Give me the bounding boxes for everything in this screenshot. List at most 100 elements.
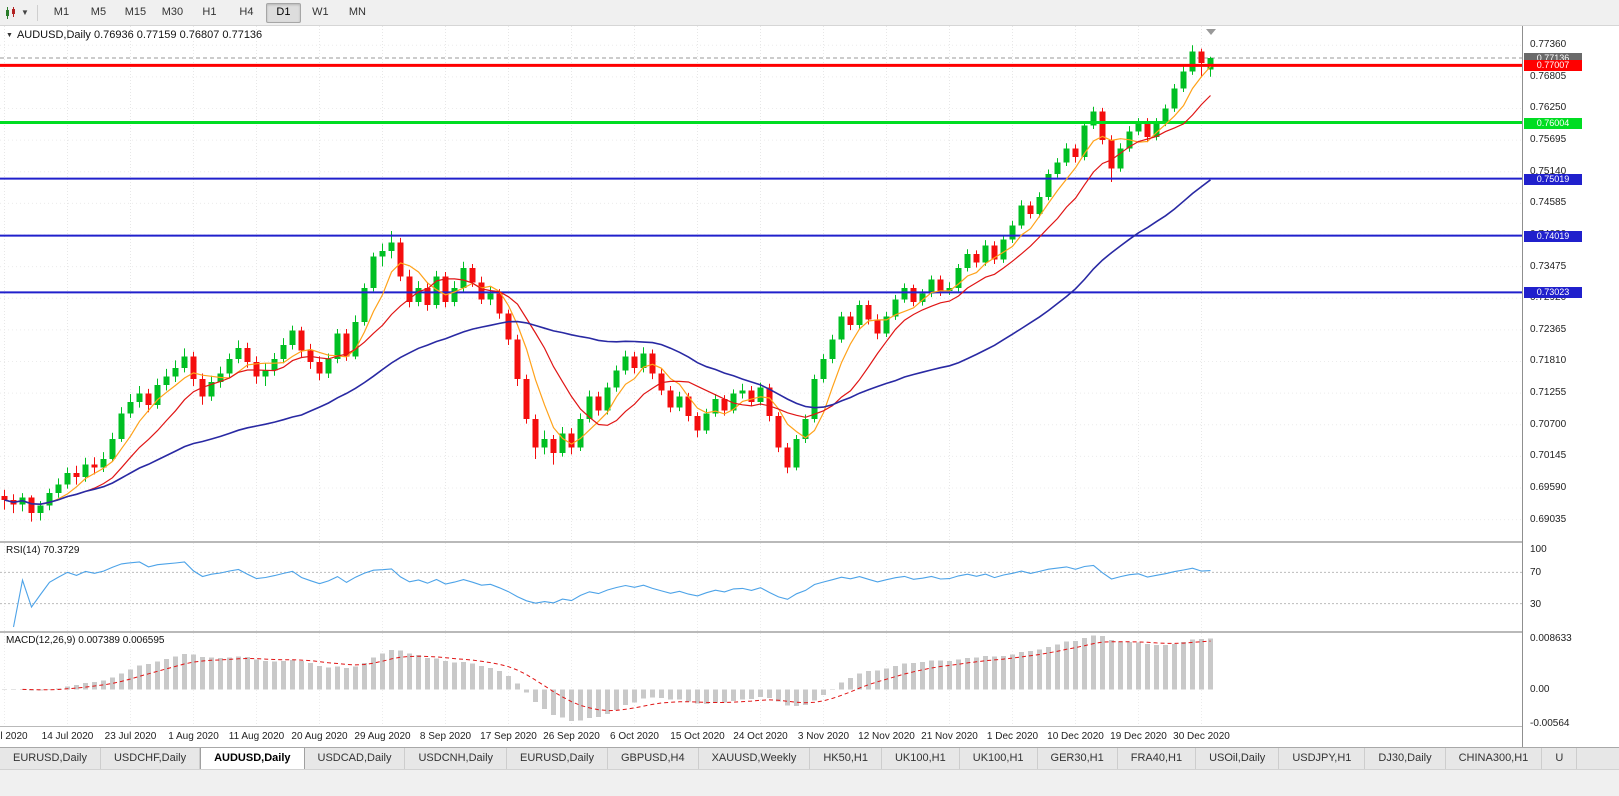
rsi-axis-tick: 70 — [1530, 567, 1542, 579]
price-axis-tick: 0.75695 — [1530, 134, 1567, 146]
macd-histogram-bar — [74, 685, 79, 690]
tab-uk100-h1[interactable]: UK100,H1 — [882, 748, 960, 770]
macd-histogram-bar — [362, 662, 367, 690]
candle-body — [640, 353, 647, 368]
rsi-panel-splitter[interactable] — [0, 541, 1619, 543]
tf-button-m15[interactable]: M15 — [124, 5, 147, 18]
candle-body — [847, 316, 854, 326]
macd-histogram-bar — [830, 689, 835, 690]
macd-histogram-bar — [389, 649, 394, 690]
macd-histogram-bar — [893, 666, 898, 690]
date-axis-label: 15 Oct 2020 — [670, 731, 725, 742]
candle-body — [442, 276, 449, 303]
tab-dj30-daily[interactable]: DJ30,Daily — [1365, 748, 1446, 770]
tab-ger30-h1[interactable]: GER30,H1 — [1038, 748, 1118, 770]
tab-fra40-h1[interactable]: FRA40,H1 — [1118, 748, 1197, 770]
tf-button-m1[interactable]: M1 — [53, 5, 70, 18]
candle-body — [424, 287, 431, 306]
ma-line-5 — [4, 66, 1211, 505]
tab-china300-h1[interactable]: CHINA300,H1 — [1446, 748, 1543, 770]
price-axis-tick: 0.77360 — [1530, 39, 1567, 51]
date-axis-label: 17 Sep 2020 — [480, 731, 537, 742]
collapse-arrow-icon[interactable]: ▼ — [6, 32, 13, 39]
tab-gbpusd-h4[interactable]: GBPUSD,H4 — [608, 748, 699, 770]
tab-u[interactable]: U — [1542, 748, 1578, 770]
tab-usdjpy-h1[interactable]: USDJPY,H1 — [1279, 748, 1366, 770]
price-axis[interactable]: 0.77360 0.76805 0.76250 0.75695 0.75140 0.745… — [1522, 26, 1619, 747]
macd-histogram-bar — [848, 678, 853, 690]
macd-histogram-bar — [461, 662, 466, 690]
tab-usoil-daily[interactable]: USOil,Daily — [1196, 748, 1280, 770]
candlestick-icon — [6, 6, 15, 19]
candle-body — [316, 362, 323, 374]
date-axis-label: 30 Dec 2020 — [1173, 731, 1230, 742]
macd-histogram-bar — [1199, 638, 1204, 690]
candle-body — [955, 268, 962, 288]
macd-histogram-bar — [974, 657, 979, 690]
macd-histogram-bar — [1163, 644, 1168, 690]
candle-body — [946, 287, 953, 291]
tab-usdcnh-daily[interactable]: USDCNH,Daily — [405, 748, 508, 770]
tf-button-d1[interactable]: D1 — [265, 2, 301, 23]
candle-body — [496, 293, 503, 314]
candle-body — [1045, 174, 1052, 197]
candle-body — [253, 362, 260, 377]
macd-histogram-bar — [704, 689, 709, 704]
candle-body — [46, 493, 53, 506]
price-axis-tick: 0.71255 — [1530, 387, 1567, 399]
tf-button-w1[interactable]: W1 — [312, 5, 329, 18]
tab-usdcad-daily[interactable]: USDCAD,Daily — [305, 748, 406, 770]
tab-eurusd-daily[interactable]: EURUSD,Daily — [507, 748, 608, 770]
macd-histogram-bar — [110, 677, 115, 690]
candle-body — [874, 319, 881, 334]
chevron-down-icon[interactable]: ▼ — [21, 8, 29, 17]
chart-tab-bar: EURUSD,Daily USDCHF,Daily AUDUSD,Daily USDC… — [0, 747, 1619, 770]
date-axis-label: 3 Nov 2020 — [797, 731, 850, 742]
macd-histogram-bar — [353, 666, 358, 690]
tab-hk50-h1[interactable]: HK50,H1 — [810, 748, 882, 770]
macd-panel-splitter[interactable] — [0, 631, 1619, 633]
macd-histogram-bar — [677, 689, 682, 700]
price-chart-canvas[interactable] — [0, 26, 1522, 542]
macd-axis-tick: 0.00 — [1530, 684, 1550, 696]
candle-body — [55, 484, 62, 494]
tab-audusd-daily[interactable]: AUDUSD,Daily — [200, 748, 305, 770]
price-axis-tick: 0.72365 — [1530, 323, 1567, 335]
macd-histogram-bar — [713, 689, 718, 703]
tab-xauusd-weekly[interactable]: XAUUSD,Weekly — [699, 748, 811, 770]
tab-usdchf-daily[interactable]: USDCHF,Daily — [101, 748, 201, 770]
chart-shift-marker[interactable] — [1206, 29, 1216, 35]
tf-button-m5[interactable]: M5 — [90, 5, 107, 18]
chart-window[interactable]: ▼ AUDUSD,Daily 0.76936 0.77159 0.76807 0.… — [0, 26, 1619, 747]
chart-type-icon[interactable] — [4, 6, 18, 20]
rsi-canvas[interactable] — [0, 543, 1522, 631]
macd-histogram-bar — [614, 689, 619, 710]
candle-body — [919, 293, 926, 303]
macd-histogram-bar — [488, 667, 493, 690]
tf-button-h4[interactable]: H4 — [239, 5, 254, 18]
candle-body — [154, 384, 161, 405]
tf-button-mn[interactable]: MN — [348, 5, 366, 18]
macd-histogram-bar — [740, 689, 745, 700]
ma-line-10 — [4, 95, 1211, 505]
candle-body — [1054, 162, 1061, 175]
candle-body — [910, 287, 917, 303]
tab-uk100-h1[interactable]: UK100,H1 — [960, 748, 1038, 770]
date-axis-label: 24 Oct 2020 — [733, 731, 788, 742]
candle-body — [793, 438, 800, 468]
candle-body — [550, 438, 557, 454]
macd-histogram-bar — [182, 654, 187, 690]
candle-body — [505, 313, 512, 340]
tf-button-m30[interactable]: M30 — [161, 5, 184, 18]
candle-body — [541, 438, 548, 448]
macd-histogram-bar — [56, 688, 61, 690]
tf-button-h1[interactable]: H1 — [202, 5, 217, 18]
toolbar-separator — [36, 4, 38, 21]
macd-histogram-bar — [308, 663, 313, 690]
macd-histogram-bar — [245, 657, 250, 690]
price-axis-tick: 0.76250 — [1530, 102, 1567, 114]
macd-histogram-bar — [515, 683, 520, 690]
tab-eurusd-daily[interactable]: EURUSD,Daily — [0, 748, 101, 770]
date-axis[interactable]: 4 Jul 2020 14 Jul 2020 23 Jul 2020 1 Aug 20… — [0, 727, 1522, 747]
macd-canvas[interactable] — [0, 633, 1522, 726]
